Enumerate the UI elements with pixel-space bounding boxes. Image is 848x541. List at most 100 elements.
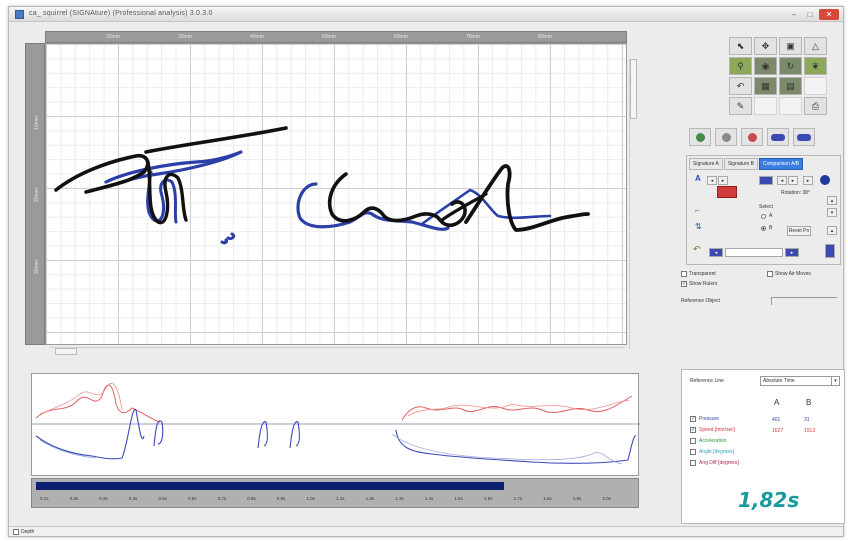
signature-canvas[interactable] (45, 43, 627, 345)
spin-up-button[interactable]: ▴ (827, 226, 837, 235)
brush-tool-icon[interactable]: ⚲ (729, 57, 752, 75)
elapsed-time: 1,82s (738, 488, 800, 512)
undo-tool-icon[interactable]: ↶ (729, 77, 752, 95)
pointer-tool-icon[interactable]: ⬉ (729, 37, 752, 55)
view-c-button[interactable] (741, 128, 763, 146)
zoom-tool-icon[interactable]: ◉ (754, 57, 777, 75)
minimize-button[interactable]: – (791, 10, 797, 19)
leaf-tool-icon[interactable]: ❦ (804, 57, 827, 75)
checkbox-box[interactable] (690, 449, 696, 455)
overlay-tool-icon[interactable]: ▦ (754, 77, 777, 95)
measure-label: Ang Diff [degrees] (699, 460, 739, 466)
select-b-radio[interactable] (761, 226, 766, 231)
select-label: Select (759, 204, 773, 210)
timeline-tick: 0.3s (99, 496, 108, 501)
timeline-tick: 0.4s (128, 496, 138, 501)
tab-signature-a[interactable]: Signature A (689, 158, 723, 170)
measure-tool-icon[interactable]: △ (804, 37, 827, 55)
tab-comparison[interactable]: Comparison A/B (759, 158, 804, 170)
reference-object-slider[interactable] (771, 297, 837, 305)
checkbox-box[interactable]: ✓ (681, 281, 687, 287)
play-back-button[interactable]: ◂ (709, 248, 723, 257)
timeline-tick: 0.5s (158, 496, 167, 501)
rotate-tool-icon[interactable]: ↻ (779, 57, 802, 75)
scroll-thumb[interactable] (630, 59, 637, 119)
depth-checkbox[interactable]: Depth (13, 529, 34, 535)
blank-tool[interactable] (754, 97, 777, 115)
show-air-moves-label: Show Air Moves (775, 271, 811, 277)
checkbox-box[interactable] (681, 271, 687, 277)
color-dot-icon (820, 175, 830, 185)
window-title: ca_ squirrel (SIGNAture) (Professional a… (29, 10, 213, 17)
checkbox-box[interactable] (690, 460, 696, 466)
tab-signature-b[interactable]: Signature B (723, 158, 758, 170)
pen-tool-icon[interactable]: ✎ (729, 97, 752, 115)
record-button[interactable] (717, 186, 737, 198)
ruler-label: 20mm (33, 188, 40, 202)
checkbox-box[interactable]: ✓ (690, 427, 696, 433)
close-button[interactable]: ✕ (819, 9, 839, 20)
nudge-left-button[interactable]: ◂ (707, 176, 717, 185)
measure-row[interactable]: ✓ Pressure (690, 416, 719, 422)
print-tool-icon[interactable]: ⎙ (804, 97, 827, 115)
flip-icon: ⇅ (695, 222, 702, 231)
timeline-progress (36, 482, 504, 490)
measure-row[interactable]: Angle [degrees] (690, 449, 734, 455)
blank-tool[interactable] (804, 77, 827, 95)
checkbox-box[interactable] (767, 271, 773, 277)
next-button[interactable]: ▸ (803, 176, 813, 185)
undo-icon[interactable]: ↶ (693, 244, 701, 254)
measure-label: Pressure (699, 416, 720, 422)
signature-a-stroke (327, 172, 467, 228)
slider-handle[interactable] (825, 244, 835, 258)
measure-row[interactable]: ✓ Speed [mm/sec] (690, 427, 735, 433)
timeline[interactable]: 0.1s 0.2s 0.3s 0.4s 0.5s 0.6s 0.7s 0.8s 0.9s 1.0s… (31, 478, 639, 508)
timeline-tick: 1.7s (513, 496, 523, 501)
move-tool-icon[interactable]: ✥ (754, 37, 777, 55)
view-b-button[interactable] (715, 128, 737, 146)
reset-button[interactable]: Reset Pn (787, 226, 811, 236)
measurement-panel: Reference Line Absolute Time ▾ A B ✓ Press… (681, 369, 845, 524)
view-a-button[interactable] (689, 128, 711, 146)
timeline-tick: 0.6s (188, 496, 197, 501)
vertical-scrollbar[interactable] (629, 59, 637, 349)
maximize-button[interactable]: □ (807, 10, 813, 19)
frame-input[interactable] (725, 248, 783, 257)
select-a-radio[interactable] (761, 214, 766, 219)
measure-row[interactable]: Acceleration (690, 438, 727, 444)
transparent-checkbox[interactable]: Transparent (681, 271, 716, 277)
timeline-tick: 1.1s (336, 496, 345, 501)
app-icon (15, 10, 24, 19)
ruler-label: 30mm (178, 34, 192, 40)
scroll-thumb[interactable] (55, 348, 77, 355)
nudge-right-button[interactable]: ▸ (718, 176, 728, 185)
chevron-down-icon[interactable]: ▾ (831, 377, 839, 385)
spin-down-button[interactable]: ▾ (827, 208, 837, 217)
timeline-tick: 1.9s (572, 496, 582, 501)
reference-line-select[interactable]: Absolute Time ▾ (760, 376, 840, 386)
blank-tool[interactable] (779, 97, 802, 115)
timeline-tick: 1.2s (365, 496, 375, 501)
step-forward-button[interactable]: ▸ (788, 176, 798, 185)
show-air-moves-checkbox[interactable]: Show Air Moves (767, 271, 811, 277)
measure-row[interactable]: Ang Diff [degrees] (690, 460, 739, 466)
horizontal-scrollbar[interactable] (49, 347, 625, 355)
view-e-button[interactable] (793, 128, 815, 146)
timeline-tick: 0.8s (247, 496, 256, 501)
timeline-tick: 1.4s (424, 496, 434, 501)
layer-tool-icon[interactable]: ▤ (779, 77, 802, 95)
timeline-tick: 0.1s (40, 496, 49, 501)
green-ball-icon (695, 132, 705, 142)
view-d-button[interactable] (767, 128, 789, 146)
measure-value-b: 31 (804, 417, 810, 423)
crop-tool-icon[interactable]: ▣ (779, 37, 802, 55)
checkbox-box[interactable] (13, 529, 19, 535)
step-back-button[interactable]: ◂ (777, 176, 787, 185)
spin-up-button[interactable]: ▴ (827, 196, 837, 205)
align-icon[interactable] (759, 176, 773, 185)
dynamics-graph (31, 373, 640, 476)
play-forward-button[interactable]: ▸ (785, 248, 799, 257)
show-rulers-checkbox[interactable]: ✓ Show Rulers (681, 281, 717, 287)
checkbox-box[interactable]: ✓ (690, 416, 696, 422)
checkbox-box[interactable] (690, 438, 696, 444)
